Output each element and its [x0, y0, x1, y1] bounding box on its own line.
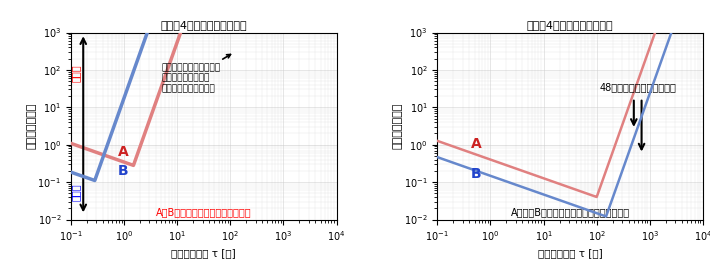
X-axis label: 時間スケール τ [秒]: 時間スケール τ [秒]	[537, 249, 603, 259]
Text: A: A	[117, 145, 129, 159]
Text: AよりもBのゆらぎが小さいことを判定可能: AよりもBのゆらぎが小さいことを判定可能	[510, 208, 630, 218]
Y-axis label: アダマール分散: アダマール分散	[26, 103, 36, 149]
Title: 【次数4の原子時計の場合】: 【次数4の原子時計の場合】	[160, 20, 247, 30]
Y-axis label: 高階アラン分散: 高階アラン分散	[393, 103, 403, 149]
Title: 【次数4の原子時計の場合】: 【次数4の原子時計の場合】	[527, 20, 613, 30]
Text: A: A	[471, 137, 481, 151]
Text: 高精度: 高精度	[71, 183, 81, 201]
Text: 低精度: 低精度	[71, 65, 81, 82]
X-axis label: 時間スケール τ [秒]: 時間スケール τ [秒]	[171, 249, 236, 259]
Text: B: B	[117, 164, 128, 178]
Text: B: B	[471, 167, 481, 182]
Text: AとBの優劣を正しく判定できない: AとBの優劣を正しく判定できない	[156, 208, 251, 218]
Text: 計測データにより曲線が
変動しており優劣が
入れ替わる場合もある: 計測データにより曲線が 変動しており優劣が 入れ替わる場合もある	[161, 54, 231, 93]
Text: 48本の曲線が重なっている: 48本の曲線が重なっている	[599, 82, 677, 92]
